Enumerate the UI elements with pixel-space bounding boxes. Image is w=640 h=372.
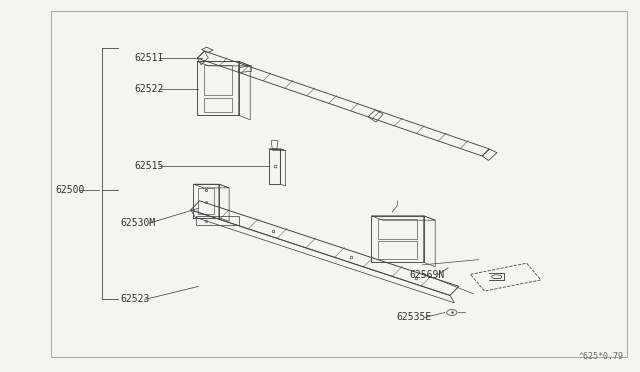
- Text: 62500: 62500: [55, 185, 84, 195]
- Text: 62530M: 62530M: [120, 218, 156, 228]
- Text: 6251I: 6251I: [134, 53, 164, 62]
- Text: ^625*0.79: ^625*0.79: [579, 352, 624, 361]
- Text: 62535E: 62535E: [397, 312, 432, 322]
- Text: 62569N: 62569N: [410, 270, 445, 279]
- Text: 62523: 62523: [120, 295, 150, 304]
- Text: 62522: 62522: [134, 84, 164, 94]
- Text: 62515: 62515: [134, 161, 164, 170]
